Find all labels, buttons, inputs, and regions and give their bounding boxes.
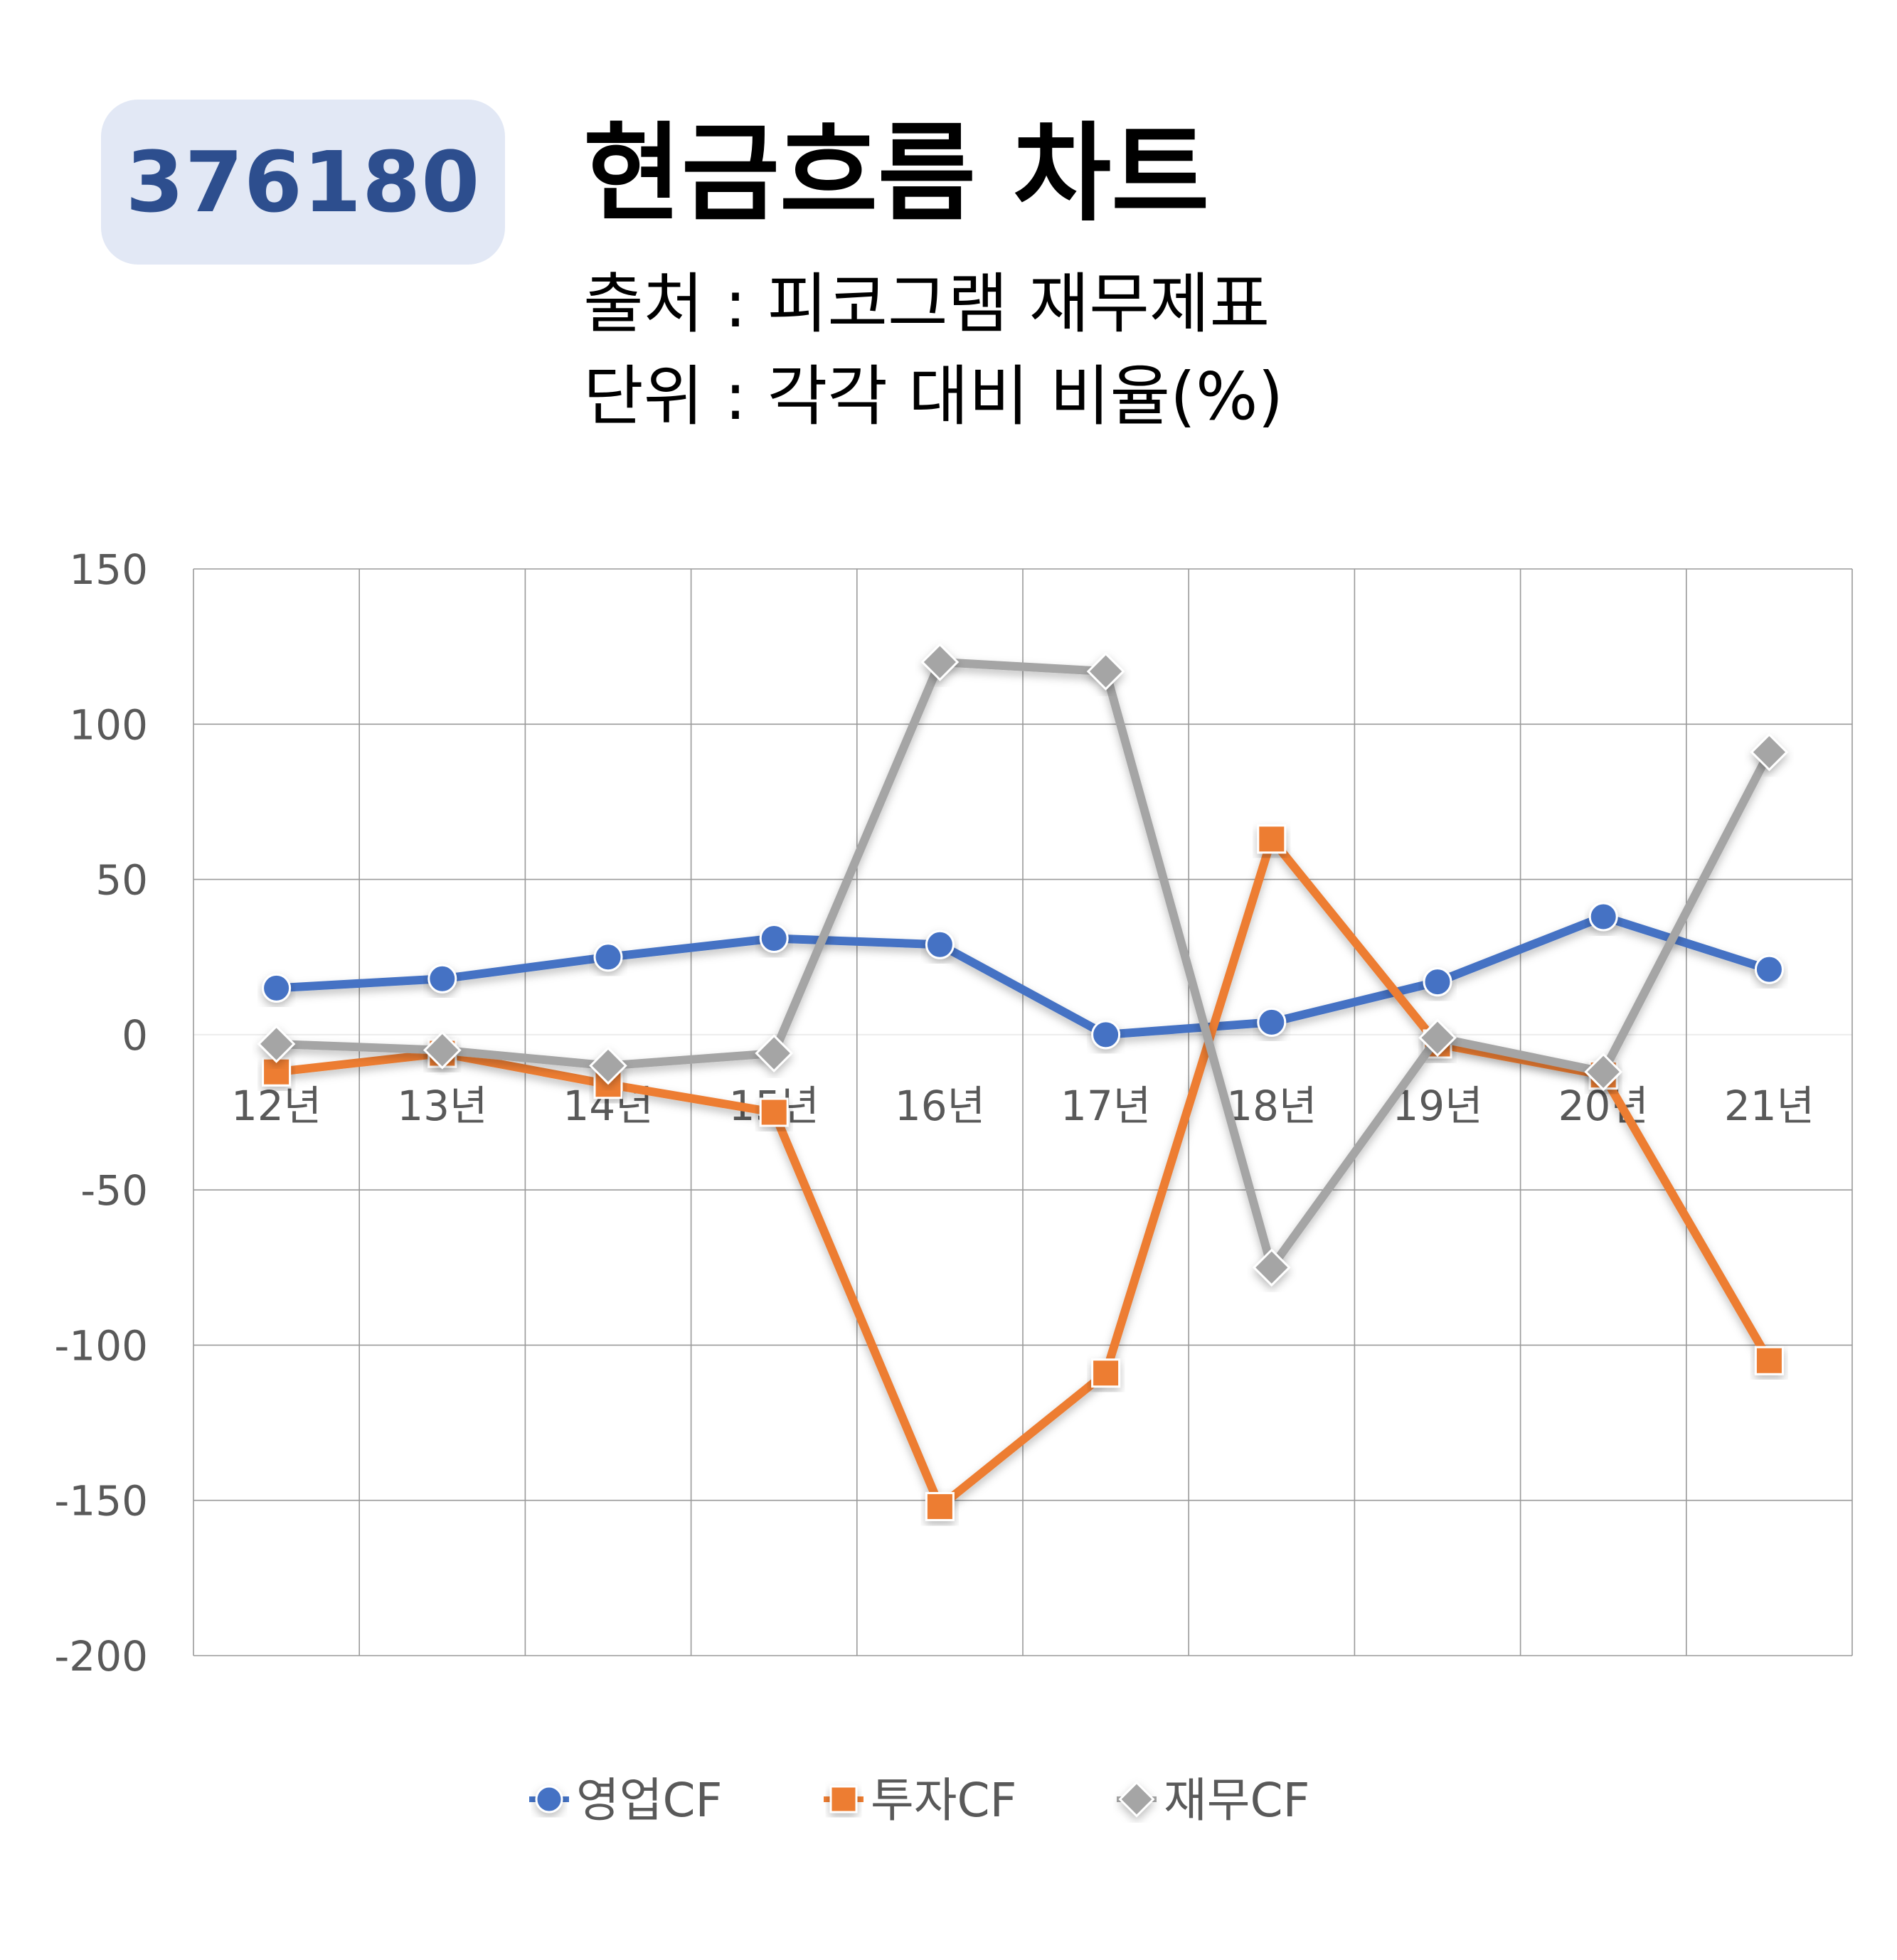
data-point [759, 1097, 789, 1127]
data-point [759, 924, 789, 954]
data-point [925, 930, 955, 959]
y-tick-label: 150 [69, 545, 148, 594]
y-tick-label: 50 [95, 856, 148, 905]
chart-series [257, 643, 1789, 1521]
data-point [1252, 1248, 1291, 1287]
legend-label: 재무CF [1164, 1773, 1310, 1828]
x-axis-tick-labels: 12년13년14년15년16년17년18년19년20년21년 [231, 1082, 1814, 1130]
series-line [272, 912, 1774, 1039]
data-point [257, 1025, 296, 1063]
x-tick-label: 12년 [231, 1082, 322, 1130]
data-point [1086, 652, 1125, 691]
legend-item: 영업CF [529, 1773, 723, 1828]
series-3 [257, 643, 1789, 1287]
legend-marker [829, 1785, 858, 1813]
legend-marker [535, 1785, 563, 1813]
y-tick-label: -150 [54, 1477, 148, 1525]
x-tick-label: 17년 [1061, 1082, 1151, 1130]
data-point [1423, 967, 1452, 997]
data-point [427, 964, 457, 994]
x-tick-label: 19년 [1392, 1082, 1482, 1130]
y-tick-label: -100 [54, 1321, 148, 1370]
data-point [925, 1491, 955, 1521]
legend-label: 투자CF [871, 1773, 1017, 1828]
chart-grid [193, 568, 1853, 1656]
unit-line: 단위 : 각각 대비 비율(%) [583, 358, 1284, 435]
data-point [1754, 1346, 1784, 1375]
y-tick-label: 0 [122, 1011, 148, 1060]
page-title: 현금흐름 차트 [583, 112, 1210, 236]
data-point [1754, 954, 1784, 984]
x-tick-label: 16년 [895, 1082, 985, 1130]
data-point [1257, 824, 1287, 854]
chart-legend: 영업CF 투자CF 재무CF [529, 1773, 1310, 1828]
x-tick-label: 13년 [397, 1082, 487, 1130]
data-point [755, 1034, 794, 1072]
data-point [1091, 1358, 1121, 1388]
x-tick-label: 21년 [1724, 1082, 1814, 1130]
data-point [1588, 902, 1618, 932]
legend-item: 재무CF [1117, 1773, 1310, 1828]
data-point [262, 973, 292, 1003]
data-point [1257, 1007, 1287, 1037]
y-axis-tick-labels: 150 100 50 0 -50 -100 -150 -200 [54, 545, 148, 1681]
data-point [920, 643, 960, 681]
data-point [1091, 1020, 1121, 1050]
stock-code-badge: 376180 [101, 100, 505, 265]
data-point [423, 1030, 462, 1070]
series-line [272, 657, 1774, 1272]
legend-label: 영업CF [576, 1773, 723, 1828]
data-point [593, 942, 623, 972]
legend-item: 투자CF [824, 1773, 1017, 1828]
data-point [589, 1046, 627, 1085]
data-point [1418, 1018, 1457, 1058]
y-tick-label: -200 [54, 1632, 148, 1681]
legend-marker [1118, 1781, 1155, 1818]
series-1 [262, 902, 1784, 1050]
data-point [1584, 1053, 1623, 1092]
data-point [1750, 733, 1789, 772]
y-tick-label: -50 [80, 1166, 148, 1215]
source-line: 출처 : 피코그램 재무제표 [583, 266, 1270, 342]
x-tick-label: 18년 [1226, 1082, 1317, 1130]
y-tick-label: 100 [69, 701, 148, 749]
series-line [272, 834, 1774, 1511]
